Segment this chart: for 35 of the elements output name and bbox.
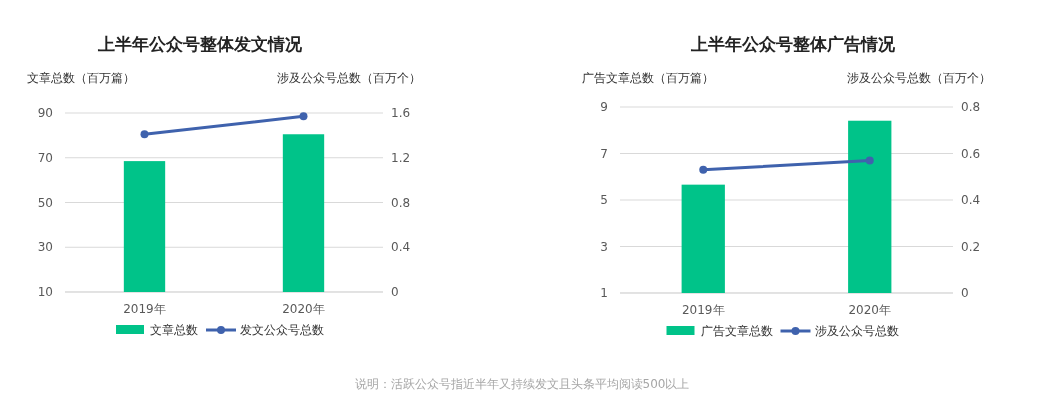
y-tick-label: 5 <box>600 193 608 207</box>
chart-title: 上半年公众号整体发文情况 <box>97 34 303 54</box>
chart-title: 上半年公众号整体广告情况 <box>690 34 896 54</box>
y2-tick-label: 1.2 <box>391 150 411 165</box>
y-tick-label: 9 <box>600 100 608 114</box>
x-tick-label: 2020年 <box>282 302 325 316</box>
y2-tick-label: 0 <box>961 286 969 300</box>
x-tick-label: 2019年 <box>681 303 725 317</box>
y2-tick-label: 0.6 <box>961 146 981 161</box>
y2-axis-title: 涉及公众号总数（百万个） <box>847 71 991 85</box>
y2-tick-label: 0.8 <box>391 195 411 210</box>
text: 说明：活跃公众号指近半年又持续发文且头条平均阅读500以上 <box>354 377 690 391</box>
y2-tick-label: 0.4 <box>961 193 981 207</box>
y-tick-label: 10 <box>37 285 53 299</box>
y-tick-label: 30 <box>37 240 53 255</box>
legend-label: 涉及公众号总数 <box>814 324 899 338</box>
y2-tick-label: 0.2 <box>961 239 981 254</box>
legend-label: 广告文章总数 <box>700 324 773 338</box>
y2-tick-label: 0 <box>391 285 399 299</box>
y-tick-label: 1 <box>600 286 608 300</box>
y2-axis-title: 涉及公众号总数（百万个） <box>277 71 421 85</box>
y2-tick-label: 0.4 <box>391 240 411 255</box>
y2-tick-label: 0.8 <box>961 100 981 114</box>
y-tick-label: 3 <box>600 239 608 254</box>
x-tick-label: 2020年 <box>848 303 892 317</box>
legend-label: 发文公众号总数 <box>240 323 324 337</box>
y-tick-label: 7 <box>600 146 608 161</box>
y-axis-title: 广告文章总数（百万篇） <box>582 71 714 85</box>
y-axis-title: 文章总数（百万篇） <box>27 71 135 85</box>
y-tick-label: 90 <box>37 106 53 120</box>
legend-label: 文章总数 <box>150 323 198 337</box>
y-tick-label: 50 <box>37 195 53 210</box>
x-tick-label: 2019年 <box>123 302 166 316</box>
y2-tick-label: 1.6 <box>391 106 411 120</box>
y-tick-label: 70 <box>37 150 53 165</box>
